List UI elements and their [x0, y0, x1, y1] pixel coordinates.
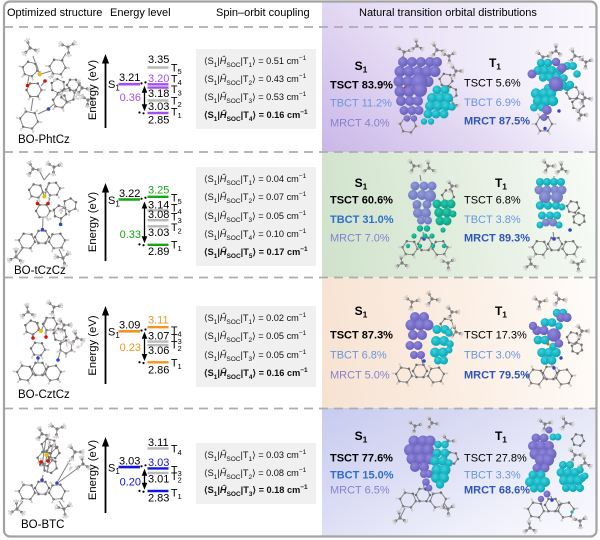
svg-text:T4: T4 [171, 444, 182, 458]
svg-text:T1: T1 [171, 488, 182, 502]
svg-text:MRCT 7.0%: MRCT 7.0% [330, 233, 390, 245]
svg-text:0.23: 0.23 [120, 342, 141, 354]
svg-text:T4: T4 [171, 74, 182, 88]
svg-text:3.18: 3.18 [148, 88, 169, 100]
svg-text:T3: T3 [171, 465, 182, 479]
svg-text:TBCT 3.8%: TBCT 3.8% [464, 214, 521, 226]
svg-text:T4: T4 [171, 203, 182, 217]
svg-text:2.86: 2.86 [148, 364, 169, 376]
svg-text:TSCT 77.6%: TSCT 77.6% [330, 453, 393, 465]
svg-text:MRCT 6.5%: MRCT 6.5% [330, 485, 390, 497]
svg-text:Energy (eV): Energy (eV) [87, 315, 99, 376]
svg-text:S1: S1 [355, 176, 368, 192]
svg-text:T4: T4 [171, 325, 182, 339]
svg-text:TBCT 31.0%: TBCT 31.0% [330, 214, 394, 226]
svg-text:T1: T1 [489, 56, 501, 72]
svg-text:3.21: 3.21 [119, 72, 140, 84]
svg-text:0.20: 0.20 [120, 477, 141, 489]
svg-text:T1: T1 [495, 176, 507, 192]
svg-text:TSCT 6.8%: TSCT 6.8% [464, 195, 521, 207]
svg-text:T1: T1 [171, 106, 182, 120]
svg-text:3.22: 3.22 [119, 188, 140, 200]
svg-text:3.06: 3.06 [148, 345, 169, 357]
svg-text:2.85: 2.85 [148, 114, 169, 126]
svg-text:3.11: 3.11 [148, 315, 169, 327]
svg-text:T2: T2 [171, 339, 182, 353]
svg-text:3.25: 3.25 [148, 185, 169, 197]
svg-text:MRCT 68.6%: MRCT 68.6% [464, 485, 530, 497]
svg-text:T1: T1 [495, 429, 507, 445]
svg-text:3.07: 3.07 [148, 330, 169, 342]
svg-text:3.01: 3.01 [148, 474, 169, 486]
svg-text:0.33: 0.33 [120, 229, 141, 241]
svg-text:3.14: 3.14 [148, 199, 169, 211]
svg-text:3.03: 3.03 [148, 101, 169, 113]
svg-text:TSCT 60.6%: TSCT 60.6% [330, 195, 393, 207]
svg-text:T5: T5 [171, 63, 182, 77]
svg-text:TSCT 17.3%: TSCT 17.3% [464, 330, 527, 342]
svg-text:MRCT 4.0%: MRCT 4.0% [330, 118, 390, 130]
svg-text:3.03: 3.03 [119, 456, 140, 468]
svg-text:TBCT 15.0%: TBCT 15.0% [330, 470, 394, 482]
svg-text:T2: T2 [171, 222, 182, 236]
svg-text:TBCT 11.2%: TBCT 11.2% [330, 98, 392, 110]
svg-text:T1: T1 [495, 304, 507, 320]
svg-text:TSCT 87.3%: TSCT 87.3% [330, 330, 393, 342]
svg-text:TBCT 6.8%: TBCT 6.8% [330, 350, 387, 362]
svg-text:T3: T3 [171, 212, 182, 226]
svg-text:3.11: 3.11 [148, 437, 169, 449]
svg-text:3.35: 3.35 [148, 54, 169, 66]
svg-text:3.09: 3.09 [119, 319, 140, 331]
svg-text:2.83: 2.83 [148, 493, 169, 505]
svg-text:Energy (eV): Energy (eV) [87, 60, 99, 121]
svg-text:MRCT 89.3%: MRCT 89.3% [464, 233, 530, 245]
svg-text:MRCT 79.5%: MRCT 79.5% [464, 370, 530, 382]
svg-text:T5: T5 [171, 193, 182, 207]
svg-text:3.03: 3.03 [148, 457, 169, 469]
svg-text:3.03: 3.03 [148, 227, 169, 239]
svg-text:S1: S1 [355, 304, 368, 320]
svg-text:TBCT 6.9%: TBCT 6.9% [464, 97, 521, 109]
svg-text:TSCT 83.9%: TSCT 83.9% [330, 80, 393, 92]
svg-text:T2: T2 [171, 95, 182, 109]
svg-text:S1: S1 [355, 59, 368, 75]
svg-text:Energy (eV): Energy (eV) [87, 192, 99, 253]
svg-text:3.08: 3.08 [148, 209, 169, 221]
svg-text:MRCT 5.0%: MRCT 5.0% [330, 370, 390, 382]
svg-text:TBCT 3.3%: TBCT 3.3% [464, 470, 521, 482]
svg-text:T2: T2 [171, 471, 182, 485]
svg-text:T1: T1 [171, 240, 182, 254]
svg-text:T1: T1 [171, 358, 182, 372]
svg-text:Energy (eV): Energy (eV) [87, 440, 99, 501]
svg-text:TSCT 27.8%: TSCT 27.8% [464, 453, 527, 465]
svg-text:S1: S1 [355, 429, 368, 445]
svg-text:T3: T3 [171, 84, 182, 98]
svg-text:TSCT 5.6%: TSCT 5.6% [464, 78, 521, 90]
svg-text:MRCT 87.5%: MRCT 87.5% [464, 116, 530, 128]
svg-text:3.20: 3.20 [148, 73, 169, 85]
svg-text:T3: T3 [171, 332, 182, 346]
svg-text:2.89: 2.89 [148, 246, 169, 258]
svg-text:TBCT 3.0%: TBCT 3.0% [464, 350, 521, 362]
svg-text:0.36: 0.36 [120, 92, 141, 104]
